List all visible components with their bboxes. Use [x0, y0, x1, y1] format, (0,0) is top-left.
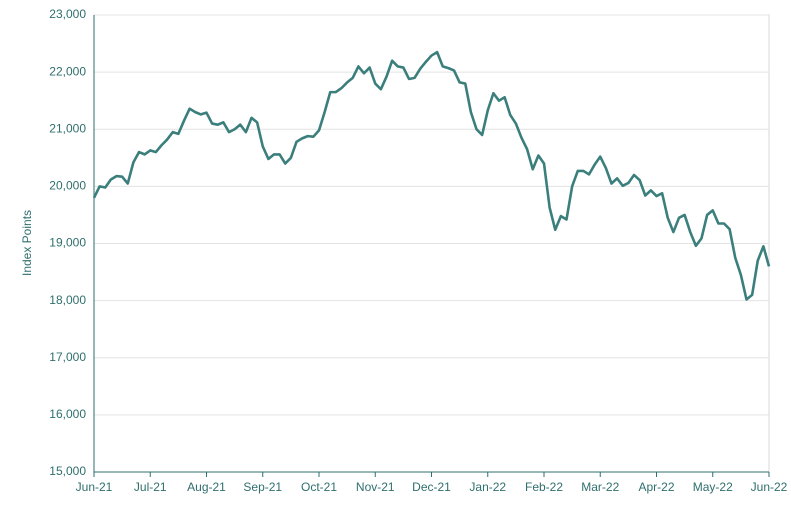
y-tick-label: 22,000: [49, 64, 86, 78]
y-tick-label: 19,000: [49, 236, 86, 250]
y-axis-label: Index Points: [20, 210, 34, 276]
x-tick-label: Jun-22: [751, 480, 788, 494]
x-tick-label: Feb-22: [525, 480, 563, 494]
y-tick-label: 23,000: [49, 7, 86, 21]
x-tick-label: Mar-22: [581, 480, 619, 494]
y-tick-label: 15,000: [49, 464, 86, 478]
y-tick-label: 16,000: [49, 407, 86, 421]
x-tick-label: Apr-22: [638, 480, 674, 494]
x-tick-label: Nov-21: [356, 480, 395, 494]
x-tick-label: Aug-21: [187, 480, 226, 494]
y-tick-label: 18,000: [49, 293, 86, 307]
x-tick-label: Jan-22: [469, 480, 506, 494]
y-tick-label: 21,000: [49, 121, 86, 135]
y-tick-label: 20,000: [49, 179, 86, 193]
x-tick-label: Sep-21: [243, 480, 282, 494]
x-tick-label: Jun-21: [76, 480, 113, 494]
y-tick-label: 17,000: [49, 350, 86, 364]
x-tick-label: Jul-21: [134, 480, 167, 494]
x-tick-label: Oct-21: [301, 480, 337, 494]
x-tick-label: Dec-21: [412, 480, 451, 494]
data-line: [92, 50, 771, 301]
x-tick-label: May-22: [693, 480, 733, 494]
